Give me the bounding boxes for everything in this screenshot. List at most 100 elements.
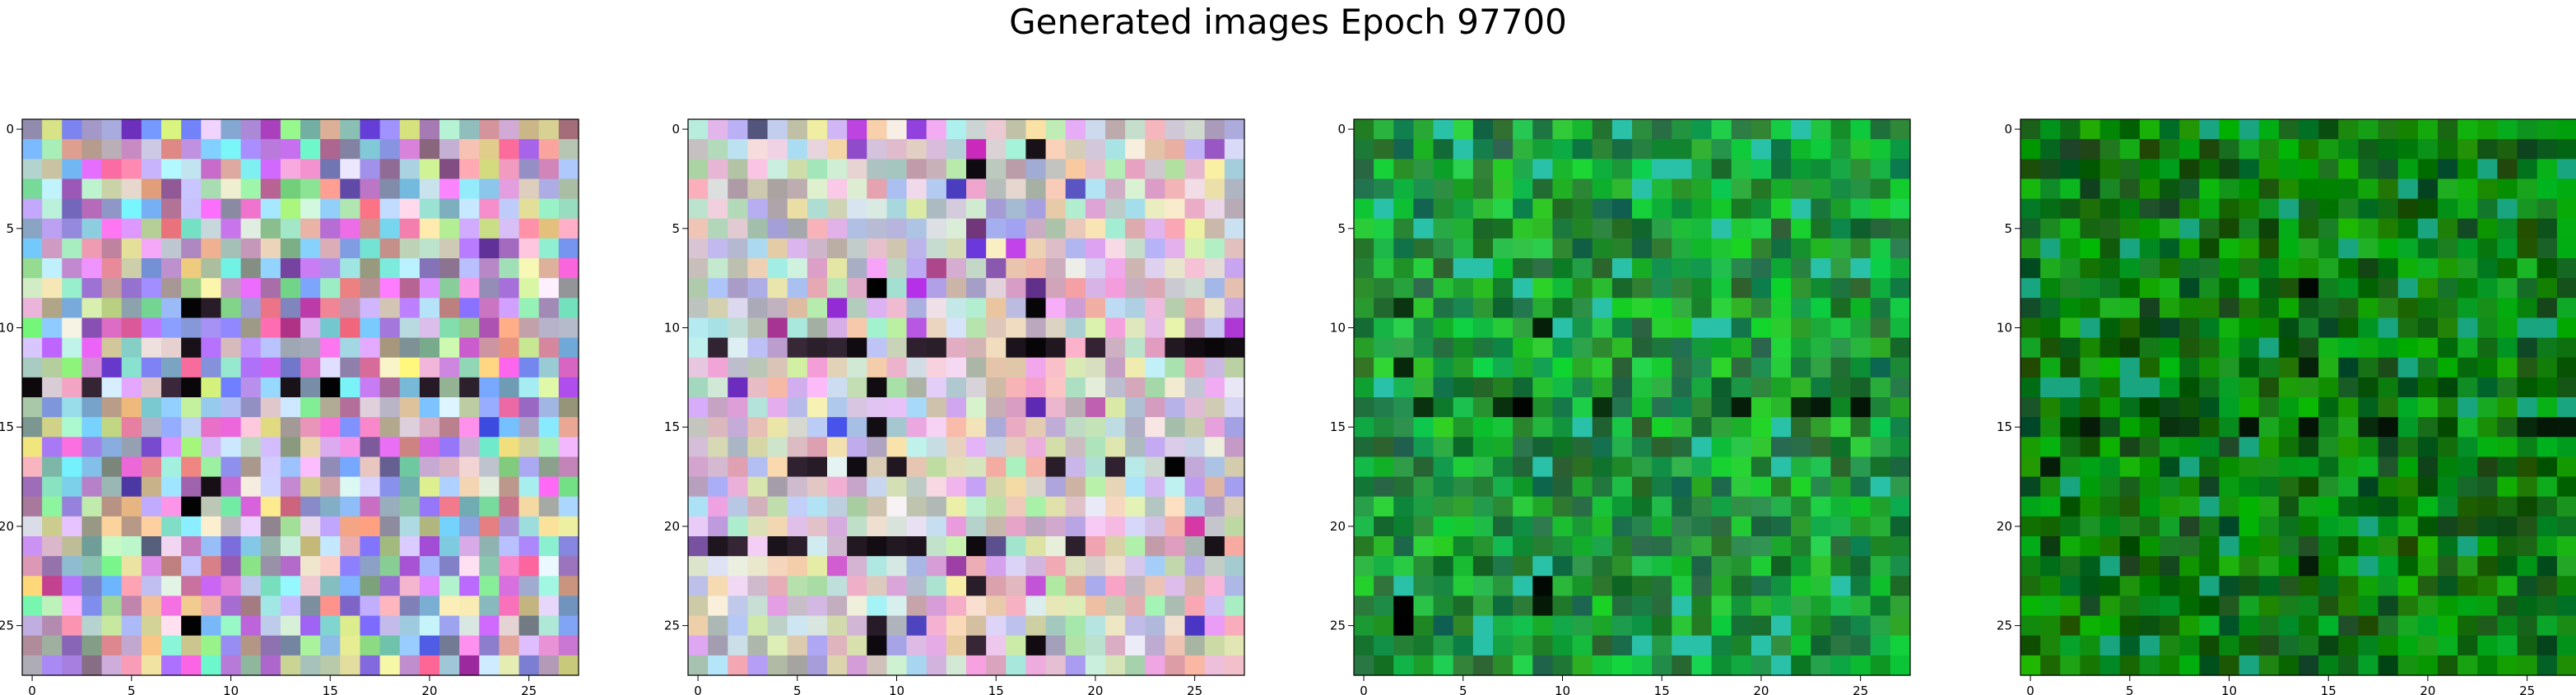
pixel-cell xyxy=(1652,278,1672,299)
pixel-cell xyxy=(886,357,908,378)
pixel-cell xyxy=(1771,516,1792,537)
pixel-cell xyxy=(2378,317,2399,339)
pixel-cell xyxy=(240,635,262,656)
pixel-cell xyxy=(2099,635,2121,656)
pixel-cell xyxy=(1691,437,1713,458)
pixel-cell xyxy=(1165,139,1186,160)
pixel-cell xyxy=(558,476,579,498)
pixel-cell xyxy=(1374,119,1394,140)
pixel-cell xyxy=(1065,556,1086,577)
pixel-cell xyxy=(2517,218,2538,239)
pixel-cell xyxy=(1592,476,1613,498)
pixel-cell xyxy=(2160,238,2180,259)
pixel-cell xyxy=(419,218,440,239)
pixel-cell xyxy=(499,615,520,637)
pixel-cell xyxy=(81,377,103,398)
pixel-cell xyxy=(1165,437,1186,458)
pixel-cell xyxy=(360,417,381,438)
pixel-cell xyxy=(2318,337,2339,359)
pixel-cell xyxy=(827,198,848,220)
pixel-cell xyxy=(986,357,1007,378)
pixel-cell xyxy=(886,238,908,259)
pixel-cell xyxy=(538,635,560,656)
pixel-cell xyxy=(966,298,987,319)
pixel-cell xyxy=(2258,198,2280,220)
y-tick-label: 20 xyxy=(0,519,14,534)
pixel-cell xyxy=(1751,119,1772,140)
pixel-cell xyxy=(767,556,788,577)
pixel-cell xyxy=(1632,556,1653,577)
pixel-cell xyxy=(2536,357,2558,378)
pixel-cell xyxy=(2318,576,2339,597)
x-tick-label: 20 xyxy=(2420,683,2435,695)
pixel-cell xyxy=(141,417,162,438)
pixel-cell xyxy=(1611,139,1633,160)
pixel-cell xyxy=(1433,298,1454,319)
pixel-cell xyxy=(1453,615,1474,637)
pixel-cell xyxy=(1105,238,1126,259)
pixel-cell xyxy=(2497,159,2518,180)
pixel-cell xyxy=(340,238,361,259)
pixel-cell xyxy=(181,377,202,398)
pixel-cell xyxy=(1870,576,1891,597)
pixel-cell xyxy=(518,397,540,418)
pixel-cell xyxy=(747,397,769,418)
pixel-cell xyxy=(2338,317,2360,339)
pixel-cell xyxy=(767,456,788,478)
pixel-cell xyxy=(2278,397,2299,418)
pixel-cell xyxy=(2119,377,2141,398)
pixel-cell xyxy=(1751,218,1772,239)
pixel-cell xyxy=(1204,595,1225,617)
pixel-cell xyxy=(1751,556,1772,577)
pixel-cell xyxy=(1493,159,1514,180)
pixel-cell xyxy=(201,377,222,398)
pixel-cell xyxy=(360,258,381,279)
pixel-cell xyxy=(708,178,728,200)
pixel-cell xyxy=(1552,476,1574,498)
pixel-cell xyxy=(767,258,788,279)
pixel-cell xyxy=(1632,655,1653,676)
pixel-cell xyxy=(1472,496,1494,517)
pixel-cell xyxy=(260,516,281,537)
pixel-cell xyxy=(2338,437,2360,458)
pixel-cell xyxy=(986,476,1007,498)
pixel-cell xyxy=(1672,437,1693,458)
pixel-cell xyxy=(360,357,381,378)
pixel-cell xyxy=(946,317,967,339)
pixel-cell xyxy=(1374,139,1394,160)
pixel-cell xyxy=(1453,456,1474,478)
pixel-cell xyxy=(340,437,361,458)
pixel-cell xyxy=(1850,536,1872,557)
pixel-cell xyxy=(1472,139,1494,160)
pixel-cell xyxy=(2199,218,2220,239)
pixel-cell xyxy=(2358,377,2379,398)
pixel-cell xyxy=(2020,298,2041,319)
pixel-cell xyxy=(2080,536,2101,557)
pixel-cell xyxy=(1374,337,1394,359)
pixel-cell xyxy=(1572,437,1593,458)
pixel-cell xyxy=(728,595,749,617)
pixel-cell xyxy=(479,198,500,220)
pixel-cell xyxy=(867,357,888,378)
x-tick-label: 15 xyxy=(2321,683,2337,695)
pixel-cell xyxy=(2239,298,2260,319)
pixel-cell xyxy=(708,377,728,398)
pixel-cell xyxy=(2397,476,2419,498)
pixel-cell xyxy=(1791,258,1811,279)
pixel-cell xyxy=(1105,556,1126,577)
pixel-cell xyxy=(1045,278,1067,299)
pixel-cell xyxy=(439,417,460,438)
pixel-cell xyxy=(1572,357,1593,378)
pixel-cell xyxy=(1393,258,1415,279)
pixel-cell xyxy=(2397,556,2419,577)
pixel-cell xyxy=(807,178,828,200)
pixel-cell xyxy=(847,298,867,319)
pixel-cell xyxy=(688,218,709,239)
pixel-cell xyxy=(479,496,500,517)
pixel-cell xyxy=(360,198,381,220)
pixel-cell xyxy=(2179,516,2200,537)
pixel-cell xyxy=(499,595,520,617)
pixel-cell xyxy=(2536,496,2558,517)
pixel-cell xyxy=(2358,238,2379,259)
pixel-cell xyxy=(1025,476,1047,498)
